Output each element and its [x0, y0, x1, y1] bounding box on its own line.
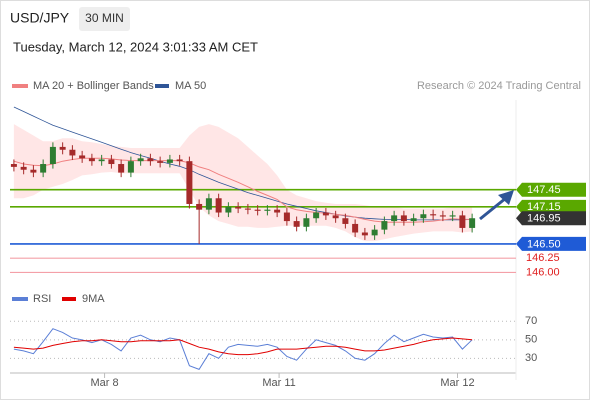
candle-body — [342, 218, 349, 224]
candle-body — [79, 155, 86, 159]
candle-body — [322, 212, 329, 216]
level-tag — [516, 236, 586, 251]
candle-body — [215, 198, 222, 213]
candle-body — [469, 218, 476, 228]
candle-body — [332, 215, 339, 219]
interval-box[interactable] — [79, 7, 130, 31]
candle-body — [88, 158, 95, 162]
candle-body — [361, 232, 368, 236]
level-label: 146.95 — [527, 213, 561, 225]
candle-body — [205, 198, 212, 210]
candle-body — [127, 161, 134, 173]
x-tick-label: Mar 11 — [262, 377, 295, 389]
candle-body — [430, 214, 437, 216]
candle-body — [49, 146, 56, 165]
candle-body — [303, 218, 310, 227]
symbol: USD/JPY — [10, 10, 70, 26]
level-tag — [516, 211, 586, 226]
candle-body — [352, 223, 359, 233]
candle-body — [40, 164, 47, 173]
candle-body — [381, 221, 388, 230]
candle-body — [69, 149, 76, 156]
candle-body — [400, 215, 407, 222]
candle-body — [20, 166, 27, 170]
candle-body — [391, 215, 398, 222]
candle-body — [157, 161, 164, 163]
x-tick-label: Mar 12 — [440, 377, 474, 389]
candle-body — [186, 161, 193, 204]
ma20-line — [13, 157, 473, 223]
candle-body — [244, 208, 251, 210]
interval[interactable]: 30 MIN — [85, 11, 124, 25]
candle-body — [254, 209, 261, 211]
ma9-line — [13, 337, 473, 356]
candle-body — [439, 215, 446, 217]
legend-label: RSI — [33, 293, 51, 305]
forecast-arrowhead — [498, 190, 514, 205]
candle-body — [108, 159, 115, 165]
rsi-tick-label: 30 — [525, 352, 537, 364]
rsi-tick-label: 50 — [525, 334, 537, 346]
candle-body — [274, 209, 281, 213]
x-tick-label: Mar 8 — [91, 377, 119, 389]
legend-label: MA 20 + Bollinger Bands — [33, 80, 154, 92]
candle-body — [283, 212, 290, 222]
legend-label: MA 50 — [175, 80, 206, 92]
candle-body — [410, 218, 417, 222]
rsi-line — [13, 328, 473, 371]
candle-body — [176, 159, 183, 162]
candle-body — [10, 164, 17, 167]
rsi-tick-label: 70 — [525, 315, 537, 327]
credit: Research © 2024 Trading Central — [417, 80, 581, 92]
candle-body — [98, 159, 105, 162]
candle-body — [196, 203, 203, 210]
level-label: 146.50 — [527, 238, 561, 250]
level-label: 147.45 — [527, 184, 561, 196]
candle-body — [293, 221, 300, 227]
candle-body — [264, 209, 271, 211]
candle-body — [449, 215, 456, 217]
level-label: 146.00 — [526, 266, 560, 278]
legend-label: 9MA — [82, 293, 105, 305]
candle-body — [59, 146, 66, 150]
level-label: 147.15 — [527, 201, 561, 213]
candle-body — [420, 214, 427, 219]
candle-body — [371, 229, 378, 236]
subtitle: Tuesday, March 12, 2024 3:01:33 AM CET — [13, 39, 258, 54]
candle-body — [225, 206, 232, 213]
candle-body — [235, 206, 242, 209]
candle-body — [118, 164, 125, 173]
candle-body — [30, 169, 37, 173]
candle-body — [166, 159, 173, 163]
bollinger-band — [13, 124, 473, 242]
candle-body — [459, 215, 466, 228]
candle-body — [137, 158, 144, 162]
level-tag — [516, 182, 586, 197]
forecast-arrow — [479, 196, 507, 221]
level-tag — [516, 199, 586, 214]
candle-body — [313, 212, 320, 219]
level-label: 146.25 — [526, 252, 560, 264]
candle-body — [147, 158, 154, 162]
